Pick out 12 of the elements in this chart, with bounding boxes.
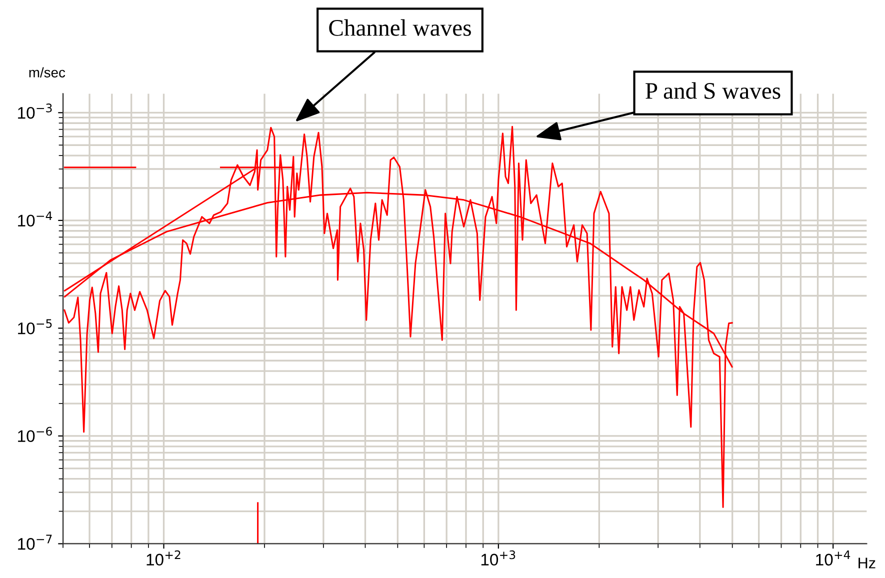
x-axis-title: Hz: [858, 558, 876, 568]
annotation: P and S waves: [646, 82, 780, 99]
y-tick-label: 10$^{−6}$: [18, 426, 52, 442]
y-tick-label: 10$^{−7}$: [18, 534, 52, 550]
y-tick-label: 10$^{−5}$: [18, 319, 52, 334]
y-tick-label: 10$^{−4}$: [18, 211, 52, 227]
x-tick-label: 10$^{+2}$: [146, 550, 180, 566]
text: Channel waves: [329, 19, 471, 36]
x-tick-label: 10$^{+4}$: [816, 550, 850, 566]
y-axis-title: m/sec: [29, 67, 66, 78]
y-tick-label: 10$^{−3}$: [18, 104, 52, 119]
x-tick-label: 10$^{+3}$: [481, 550, 516, 566]
